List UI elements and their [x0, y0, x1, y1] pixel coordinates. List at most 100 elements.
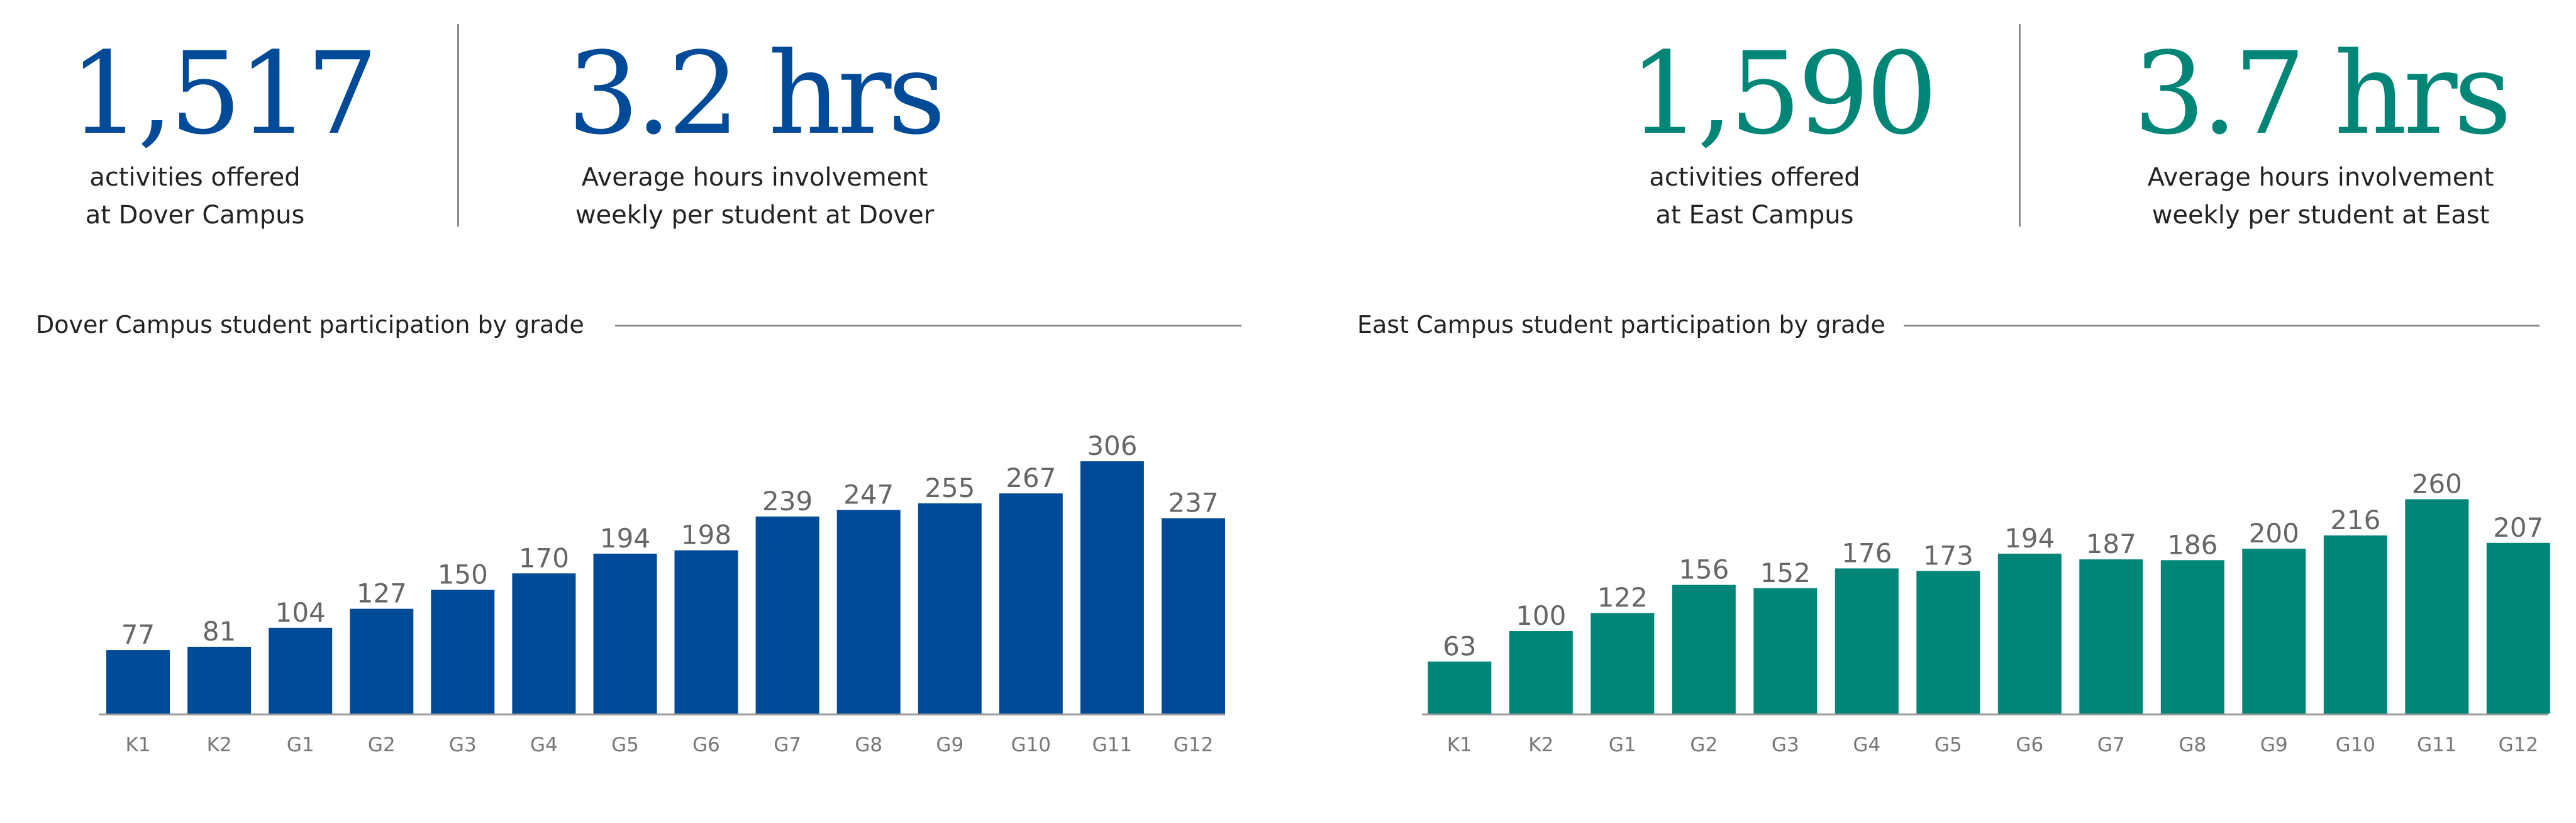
east-bar-label-k1: 63 [1443, 631, 1476, 662]
east-tick-label-g11: G11 [2417, 734, 2457, 756]
dover-tick-label-g6: G6 [692, 734, 720, 756]
dover-tick-label-g8: G8 [855, 734, 882, 756]
east-hours-value: 3.7 hrs [2133, 28, 2512, 160]
dover-activities-caption-line2: at Dover Campus [85, 201, 305, 230]
dover-bar-g7 [755, 516, 819, 714]
east-bar-g2 [1672, 585, 1736, 714]
dover-bar-label-g12: 237 [1168, 488, 1218, 518]
dover-bar-label-g3: 150 [438, 559, 488, 590]
dover-tick-label-g1: G1 [287, 734, 314, 756]
east-stats-divider [2019, 24, 2021, 227]
east-activities-caption-line2: at East Campus [1655, 201, 1854, 230]
east-bar-k1 [1428, 661, 1492, 714]
east-tick-label-g5: G5 [1935, 734, 1962, 756]
dover-hours-stat: 3.2 hrs Average hours involvement weekly… [566, 28, 946, 234]
dover-bar-k2 [187, 646, 252, 714]
east-bar-label-g12: 207 [2493, 512, 2543, 543]
east-tick-label-g12: G12 [2499, 734, 2538, 756]
dover-bar-label-g2: 127 [357, 578, 407, 609]
east-tick-label-g9: G9 [2260, 734, 2288, 756]
dover-bar-g12 [1162, 518, 1225, 714]
east-bar-g11 [2405, 499, 2469, 714]
dover-title-rule [615, 325, 1241, 327]
dover-tick-label-g9: G9 [936, 734, 963, 756]
dover-bar-g2 [350, 608, 414, 714]
dover-bar-label-g11: 306 [1087, 430, 1137, 461]
east-bar-label-g8: 186 [2167, 529, 2218, 560]
east-bar-label-g5: 173 [1923, 540, 1974, 571]
east-tick-label-g4: G4 [1853, 734, 1880, 756]
dover-activities-caption-line1: activities offered [89, 163, 301, 192]
east-bar-g12 [2486, 542, 2550, 714]
east-bar-label-g4: 176 [1841, 537, 1892, 568]
east-bar-label-g2: 156 [1679, 554, 1729, 585]
dover-bar-g10 [999, 493, 1063, 714]
dover-bar-label-g5: 194 [600, 523, 650, 554]
dover-tick-label-g10: G10 [1011, 734, 1051, 756]
dover-bar-g9 [918, 503, 982, 714]
dover-bar-g4 [512, 573, 576, 714]
east-bar-label-g10: 216 [2330, 505, 2380, 535]
dover-bar-label-g9: 255 [924, 473, 975, 503]
east-tick-label-g3: G3 [1772, 734, 1799, 756]
dover-tick-label-k1: K1 [125, 734, 150, 756]
east-bar-label-g1: 122 [1597, 582, 1648, 613]
dover-bar-g5 [593, 553, 657, 714]
dover-stats-divider [457, 24, 459, 227]
dover-chart-title: Dover Campus student participation by gr… [36, 311, 584, 339]
east-tick-label-g7: G7 [2097, 734, 2125, 756]
dover-tick-label-g3: G3 [449, 734, 477, 756]
dover-activities-caption: activities offered at Dover Campus [69, 159, 321, 234]
dover-bar-label-g10: 267 [1006, 462, 1056, 493]
east-bar-g7 [2079, 559, 2143, 714]
dover-hours-value: 3.2 hrs [567, 28, 946, 160]
east-bar-g4 [1835, 568, 1899, 714]
dover-tick-label-g2: G2 [368, 734, 396, 756]
dover-bar-label-k1: 77 [121, 619, 155, 650]
east-hours-stat: 3.7 hrs Average hours involvement weekly… [2132, 28, 2512, 234]
dover-tick-label-k2: K2 [207, 734, 232, 756]
dover-tick-label-g12: G12 [1174, 734, 1213, 756]
east-tick-label-g2: G2 [1690, 734, 1718, 756]
east-bar-label-g11: 260 [2412, 468, 2462, 499]
east-activities-caption-line1: activities offered [1649, 163, 1860, 192]
east-bar-label-g6: 194 [2004, 523, 2055, 554]
east-title-rule [1904, 325, 2540, 327]
east-hours-caption-line1: Average hours involvement [2147, 163, 2494, 192]
dover-hours-caption: Average hours involvement weekly per stu… [566, 159, 943, 234]
east-bar-g9 [2242, 549, 2306, 714]
dover-bar-g11 [1080, 461, 1144, 714]
east-hours-caption: Average hours involvement weekly per stu… [2132, 159, 2509, 234]
dover-tick-label-g4: G4 [530, 734, 558, 756]
east-chart-title: East Campus student participation by gra… [1357, 311, 1885, 339]
east-bar-g10 [2323, 535, 2387, 714]
east-tick-label-k2: K2 [1528, 734, 1553, 756]
east-bar-label-g7: 187 [2086, 529, 2136, 559]
dover-bar-g8 [836, 510, 901, 714]
dover-bar-g1 [269, 627, 333, 714]
dover-hours-caption-line2: weekly per student at Dover [575, 201, 935, 230]
east-tick-label-g10: G10 [2336, 734, 2375, 756]
east-bar-label-g3: 152 [1760, 557, 1811, 588]
dover-bar-label-g1: 104 [275, 597, 326, 628]
dover-bar-k1 [106, 650, 170, 714]
dover-bar-label-g8: 247 [843, 479, 894, 510]
east-bar-g5 [1916, 571, 1980, 714]
east-bar-label-g9: 200 [2249, 518, 2299, 549]
dover-bar-label-g6: 198 [681, 520, 731, 551]
east-bar-k2 [1509, 631, 1573, 714]
dover-bar-label-g4: 170 [519, 542, 569, 573]
east-bar-g1 [1591, 613, 1655, 714]
dover-bar-g6 [674, 550, 738, 714]
dover-tick-label-g5: G5 [611, 734, 639, 756]
dover-tick-label-g11: G11 [1092, 734, 1132, 756]
dover-bar-label-k2: 81 [203, 616, 236, 647]
east-bar-g3 [1753, 588, 1818, 714]
dover-hours-caption-line1: Average hours involvement [581, 163, 928, 192]
east-activities-caption: activities offered at East Campus [1629, 159, 1880, 234]
east-tick-label-g1: G1 [1609, 734, 1636, 756]
east-bar-label-k2: 100 [1516, 600, 1566, 631]
east-bar-g6 [1997, 553, 2062, 714]
